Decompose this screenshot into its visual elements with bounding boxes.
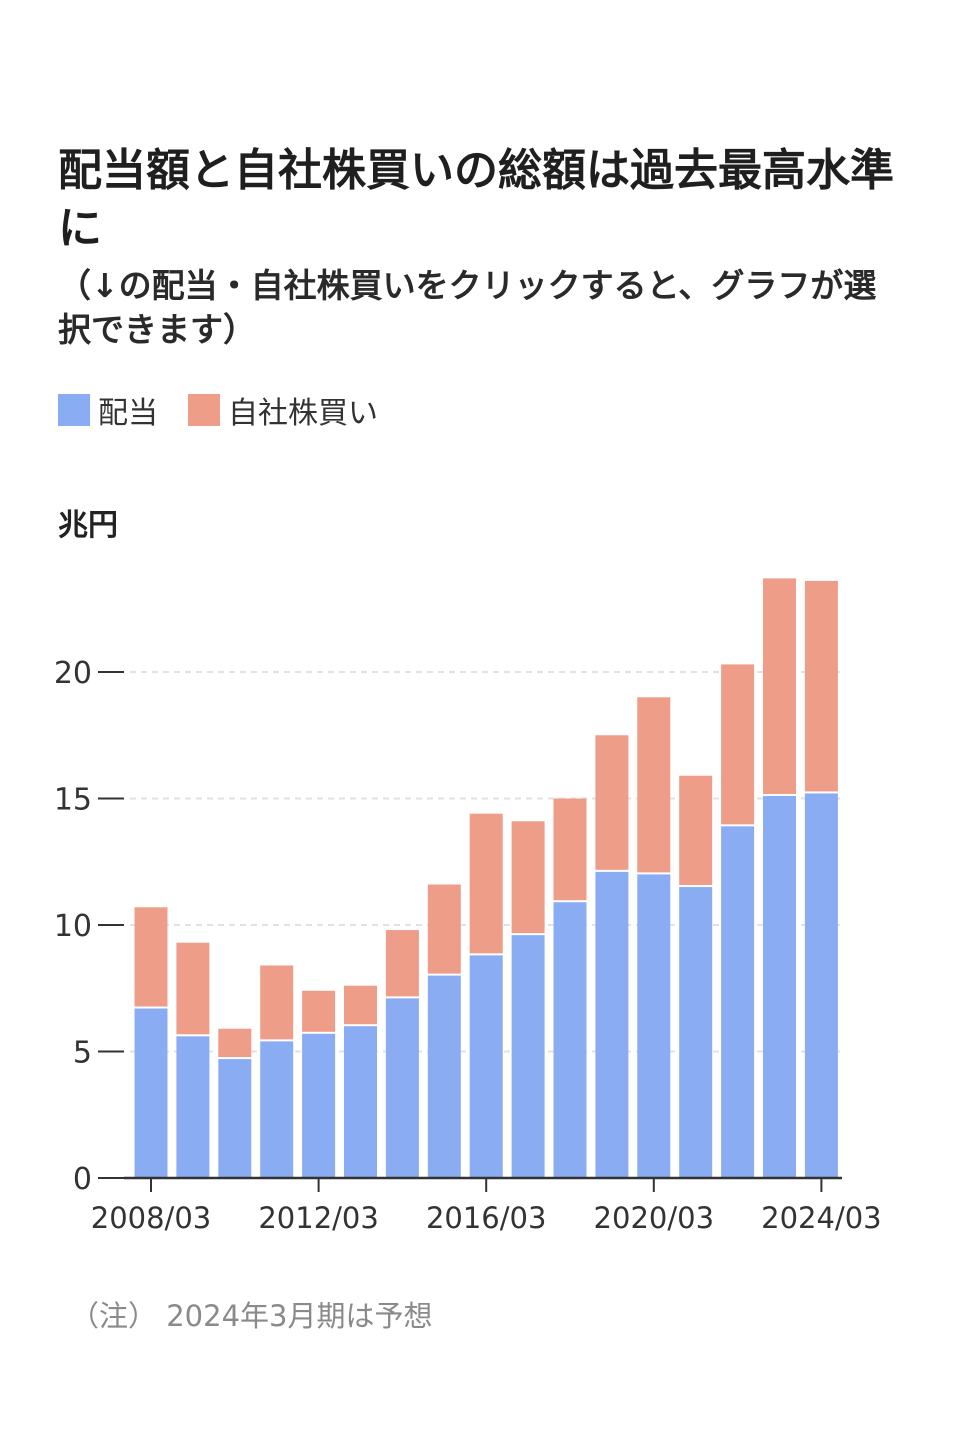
y-axis-unit: 兆円	[58, 508, 118, 543]
bar-buybacks-2018/03[interactable]	[553, 798, 587, 901]
bar-dividends-2011/03[interactable]	[260, 1041, 294, 1178]
bar-buybacks-2011/03[interactable]	[260, 965, 294, 1040]
bar-buybacks-2024/03[interactable]	[804, 580, 838, 792]
x-tick-label-2016/03: 2016/03	[426, 1201, 546, 1235]
x-tick-label-2024/03: 2024/03	[761, 1201, 881, 1235]
bar-dividends-2018/03[interactable]	[553, 902, 587, 1178]
bar-dividends-2014/03[interactable]	[385, 998, 419, 1178]
bar-dividends-2019/03[interactable]	[595, 871, 629, 1178]
x-tick-label-2008/03: 2008/03	[91, 1201, 211, 1235]
bar-buybacks-2009/03[interactable]	[176, 942, 210, 1035]
x-tick-label-2020/03: 2020/03	[594, 1201, 714, 1235]
bar-dividends-2023/03[interactable]	[763, 795, 796, 1178]
bar-buybacks-2020/03[interactable]	[637, 697, 671, 873]
bar-dividends-2021/03[interactable]	[679, 887, 713, 1178]
y-tick-label-0: 0	[73, 1162, 92, 1197]
bar-dividends-2010/03[interactable]	[218, 1059, 252, 1178]
bar-buybacks-2017/03[interactable]	[511, 821, 545, 934]
bar-buybacks-2008/03[interactable]	[134, 907, 168, 1007]
y-tick-label-5: 5	[73, 1036, 92, 1071]
bar-dividends-2013/03[interactable]	[344, 1026, 377, 1178]
legend-item-buybacks[interactable]: 自社株買い	[188, 388, 378, 432]
bar-dividends-2020/03[interactable]	[637, 874, 671, 1178]
bar-dividends-2016/03[interactable]	[469, 955, 503, 1178]
chart-subtitle: （↓の配当・自社株買いをクリックすると、グラフが選択できます）	[58, 266, 877, 349]
y-tick-label-15: 15	[54, 783, 92, 818]
bar-dividends-2017/03[interactable]	[511, 935, 545, 1178]
bar-buybacks-2019/03[interactable]	[595, 735, 629, 870]
legend-swatch-buybacks	[188, 394, 220, 426]
y-tick-label-20: 20	[54, 656, 92, 691]
y-tick-label-10: 10	[54, 909, 92, 944]
legend-label-dividends: 配当	[98, 396, 158, 431]
bar-dividends-2024/03[interactable]	[804, 793, 838, 1178]
bar-dividends-2015/03[interactable]	[427, 975, 461, 1178]
legend-label-buybacks: 自社株買い	[228, 396, 378, 431]
bar-dividends-2022/03[interactable]	[721, 826, 755, 1178]
bar-dividends-2012/03[interactable]	[302, 1033, 336, 1178]
bar-dividends-2008/03[interactable]	[134, 1008, 168, 1178]
bar-buybacks-2013/03[interactable]	[344, 985, 377, 1025]
legend-swatch-dividends	[58, 394, 90, 426]
footnote: （注） 2024年3月期は予想	[70, 1299, 433, 1333]
x-tick-label-2012/03: 2012/03	[258, 1201, 378, 1235]
bar-buybacks-2010/03[interactable]	[218, 1028, 252, 1058]
bar-buybacks-2015/03[interactable]	[427, 884, 461, 974]
bar-buybacks-2012/03[interactable]	[302, 990, 336, 1032]
stacked-bar-chart: 0 5 10 15 20 2008/03 2012/03 2016/03 2020/03 2024…	[54, 578, 882, 1235]
bar-buybacks-2014/03[interactable]	[385, 930, 419, 997]
bar-buybacks-2022/03[interactable]	[721, 664, 755, 825]
bar-dividends-2009/03[interactable]	[176, 1036, 210, 1178]
bar-buybacks-2023/03[interactable]	[763, 578, 796, 794]
legend-item-dividends[interactable]: 配当	[58, 388, 158, 432]
bar-buybacks-2016/03[interactable]	[469, 813, 503, 954]
legend: 配当 自社株買い	[58, 388, 408, 432]
chart-title: 配当額と自社株買いの総額は過去最高水準に	[58, 145, 894, 254]
bar-buybacks-2021/03[interactable]	[679, 775, 713, 886]
